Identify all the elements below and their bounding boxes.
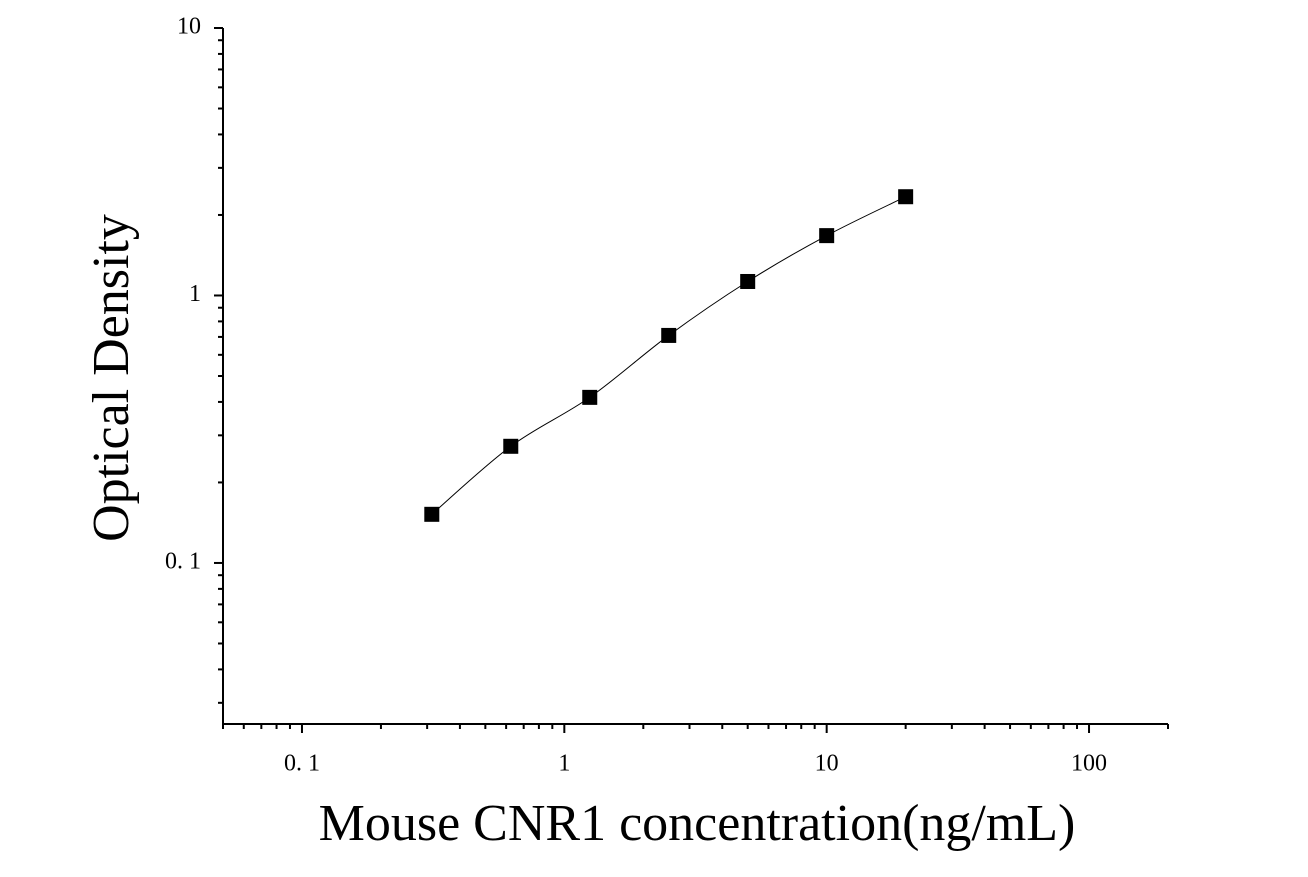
y-tick-label: 0. 1 xyxy=(165,548,201,574)
point xyxy=(898,189,914,205)
y-axis-title: Optical Density xyxy=(83,214,140,542)
point xyxy=(424,506,440,522)
y-tick-label: 1 xyxy=(189,281,201,307)
point xyxy=(740,273,756,289)
point xyxy=(661,327,677,343)
x-axis-title: Mouse CNR1 concentration(ng/mL) xyxy=(319,795,1076,852)
point xyxy=(503,438,519,454)
point xyxy=(582,389,598,405)
fit-line xyxy=(431,196,906,515)
x-tick-label: 0. 1 xyxy=(284,751,320,777)
point xyxy=(819,228,835,244)
x-tick-label: 1 xyxy=(558,751,570,777)
y-tick-label: 10 xyxy=(177,14,201,40)
x-tick-label: 10 xyxy=(815,751,839,777)
x-tick-label: 100 xyxy=(1071,751,1107,777)
